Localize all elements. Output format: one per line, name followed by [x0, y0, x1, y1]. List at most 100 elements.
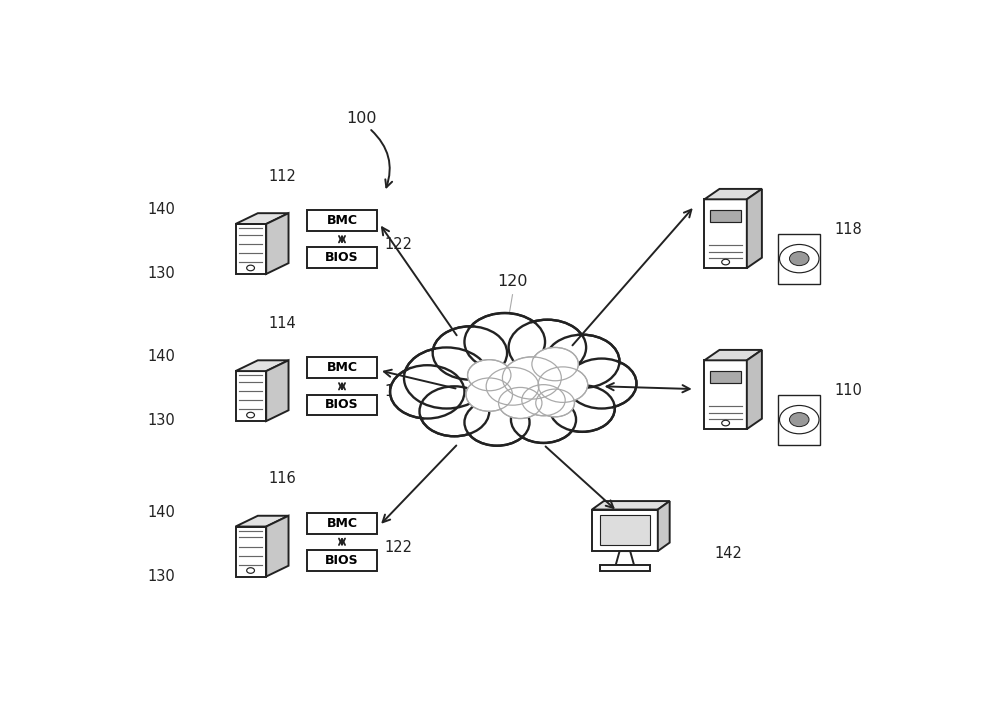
- FancyBboxPatch shape: [307, 210, 377, 231]
- Circle shape: [567, 358, 637, 409]
- Text: 130: 130: [148, 266, 175, 281]
- Polygon shape: [266, 516, 289, 577]
- Circle shape: [545, 335, 619, 388]
- Circle shape: [464, 399, 530, 446]
- Text: 140: 140: [148, 350, 175, 364]
- Circle shape: [789, 252, 809, 265]
- Circle shape: [522, 384, 565, 416]
- Circle shape: [722, 420, 730, 426]
- Circle shape: [779, 244, 819, 273]
- Polygon shape: [704, 360, 747, 429]
- FancyBboxPatch shape: [307, 394, 377, 415]
- Text: BIOS: BIOS: [325, 252, 359, 265]
- Polygon shape: [236, 224, 266, 274]
- Text: BIOS: BIOS: [325, 399, 359, 412]
- Circle shape: [524, 386, 563, 415]
- Text: 114: 114: [268, 316, 296, 331]
- Circle shape: [469, 361, 509, 389]
- Polygon shape: [710, 210, 741, 222]
- Circle shape: [488, 369, 537, 404]
- Polygon shape: [710, 371, 741, 383]
- Text: 140: 140: [148, 505, 175, 520]
- Polygon shape: [600, 565, 650, 571]
- Text: 122: 122: [385, 540, 413, 554]
- Polygon shape: [592, 510, 658, 551]
- Polygon shape: [236, 526, 266, 577]
- Circle shape: [247, 567, 254, 573]
- Circle shape: [534, 349, 577, 379]
- Circle shape: [436, 329, 504, 378]
- Polygon shape: [747, 350, 762, 429]
- Circle shape: [420, 386, 489, 436]
- Circle shape: [468, 379, 511, 410]
- Polygon shape: [704, 199, 747, 268]
- Circle shape: [548, 337, 616, 386]
- Polygon shape: [266, 213, 289, 274]
- Circle shape: [407, 350, 486, 406]
- Text: 122: 122: [385, 237, 413, 252]
- Text: 120: 120: [497, 274, 528, 289]
- Text: 110: 110: [834, 383, 862, 398]
- Circle shape: [538, 367, 588, 402]
- Polygon shape: [747, 189, 762, 268]
- Circle shape: [550, 385, 615, 432]
- Polygon shape: [592, 501, 670, 510]
- Polygon shape: [236, 516, 289, 526]
- Text: 100: 100: [346, 110, 376, 125]
- FancyBboxPatch shape: [307, 247, 377, 268]
- Text: BMC: BMC: [326, 214, 358, 227]
- Circle shape: [464, 313, 545, 371]
- Circle shape: [722, 260, 730, 265]
- Circle shape: [570, 360, 634, 407]
- Polygon shape: [236, 213, 289, 224]
- Circle shape: [537, 390, 573, 416]
- Circle shape: [393, 367, 461, 417]
- Polygon shape: [616, 551, 634, 565]
- Circle shape: [509, 319, 586, 375]
- Polygon shape: [658, 501, 670, 551]
- Circle shape: [514, 398, 573, 441]
- Polygon shape: [778, 234, 820, 283]
- Polygon shape: [266, 360, 289, 421]
- Text: 116: 116: [268, 472, 296, 487]
- Text: 130: 130: [148, 569, 175, 583]
- Text: 140: 140: [148, 202, 175, 217]
- Circle shape: [540, 368, 586, 401]
- Circle shape: [433, 327, 507, 380]
- Circle shape: [390, 366, 464, 418]
- Text: BMC: BMC: [326, 361, 358, 374]
- Circle shape: [247, 265, 254, 271]
- Text: 112: 112: [268, 169, 296, 184]
- Circle shape: [779, 405, 819, 434]
- Circle shape: [466, 378, 512, 411]
- Text: 118: 118: [834, 221, 862, 236]
- Text: 142: 142: [714, 547, 742, 562]
- Circle shape: [532, 348, 578, 381]
- Circle shape: [500, 389, 540, 417]
- Circle shape: [502, 357, 561, 399]
- Polygon shape: [412, 394, 629, 425]
- Text: BMC: BMC: [326, 516, 358, 530]
- Polygon shape: [600, 516, 650, 545]
- Circle shape: [486, 368, 539, 405]
- Circle shape: [511, 397, 576, 443]
- Circle shape: [404, 348, 489, 409]
- Polygon shape: [704, 189, 762, 199]
- Text: 122: 122: [385, 384, 413, 399]
- Circle shape: [499, 387, 542, 418]
- Text: 130: 130: [148, 413, 175, 428]
- Polygon shape: [236, 360, 289, 371]
- FancyBboxPatch shape: [307, 550, 377, 571]
- Polygon shape: [778, 394, 820, 445]
- Circle shape: [552, 387, 612, 430]
- Polygon shape: [704, 350, 762, 360]
- Text: BIOS: BIOS: [325, 554, 359, 567]
- Circle shape: [505, 358, 559, 397]
- Circle shape: [468, 360, 511, 391]
- Circle shape: [422, 389, 486, 434]
- Circle shape: [467, 401, 527, 444]
- Circle shape: [468, 315, 542, 368]
- Circle shape: [512, 322, 583, 373]
- Circle shape: [536, 389, 574, 417]
- Circle shape: [247, 412, 254, 418]
